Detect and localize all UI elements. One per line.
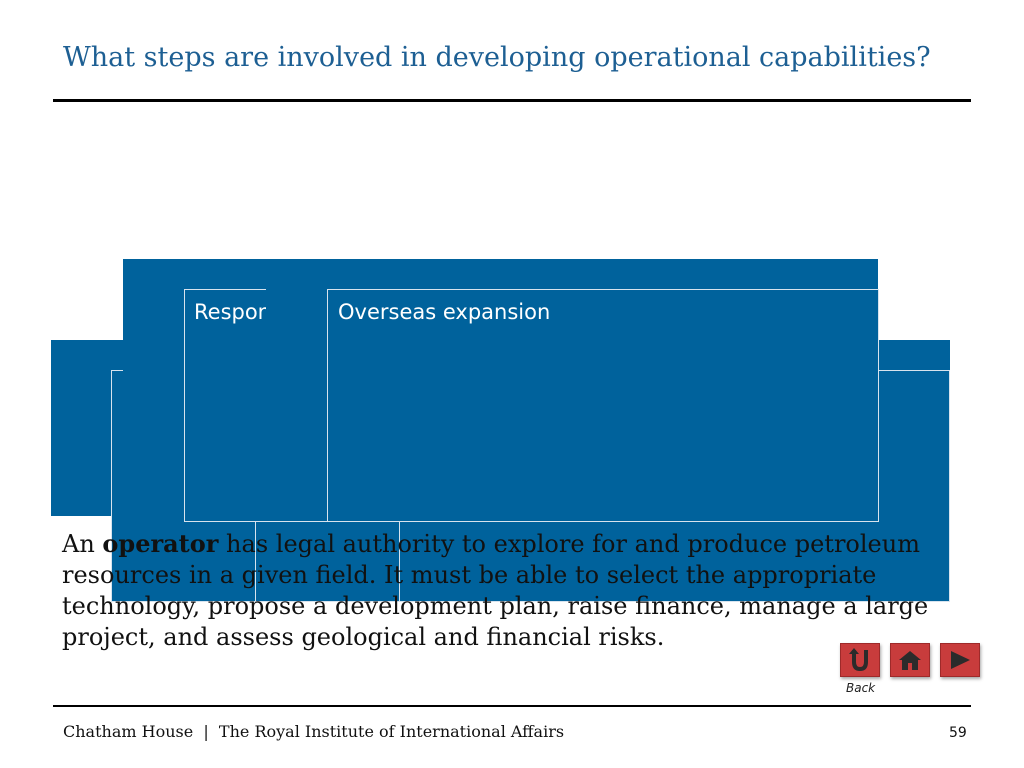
next-button[interactable] <box>940 643 980 677</box>
overseas-expansion-label: Overseas expansion <box>338 300 551 324</box>
u-turn-icon <box>847 647 873 673</box>
page-number: 59 <box>949 725 967 741</box>
back-label: Back <box>846 681 876 695</box>
responsibilities-label: Respon <box>194 300 271 324</box>
header-divider <box>53 99 971 102</box>
home-button[interactable] <box>890 643 930 677</box>
back-button[interactable] <box>840 643 880 677</box>
play-icon <box>947 648 973 672</box>
page-title: What steps are involved in developing op… <box>63 42 931 73</box>
description-prefix: An <box>62 530 103 558</box>
description-rest: has legal authority to explore for and p… <box>62 530 929 651</box>
home-icon <box>897 648 923 672</box>
operator-description: An operator has legal authority to explo… <box>62 528 942 653</box>
footer-divider <box>53 705 971 707</box>
operator-term: operator <box>102 529 219 558</box>
footer-institution: Chatham House | The Royal Institute of I… <box>63 722 565 741</box>
step-box-overseas-expansion[interactable]: Overseas expansion <box>327 289 879 522</box>
step-box-divider-a <box>255 520 400 602</box>
